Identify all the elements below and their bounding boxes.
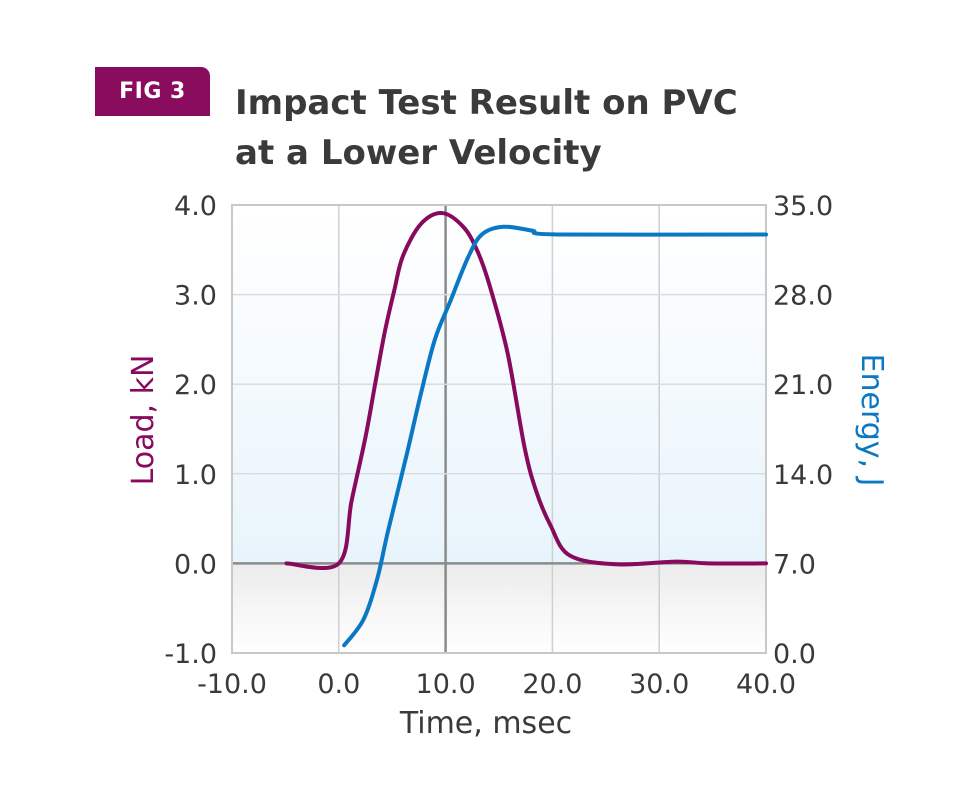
- figure-badge: FIG 3: [95, 67, 210, 116]
- y2-tick-label: 35.0: [773, 191, 833, 222]
- x-tick-label: 30.0: [629, 669, 689, 700]
- plot-area-below-zero: [232, 563, 766, 653]
- y2-tick-label: 21.0: [773, 370, 833, 401]
- plot-border: [231, 204, 767, 654]
- x-tick-label: 40.0: [736, 669, 796, 700]
- title-line-1: Impact Test Result on PVC: [235, 83, 738, 123]
- y2-tick-label: 28.0: [773, 281, 833, 312]
- chart-title: Impact Test Result on PVC at a Lower Vel…: [235, 78, 738, 178]
- load-series-line: [284, 211, 768, 570]
- y-tick-label: 0.0: [174, 549, 217, 580]
- y-tick-label: -1.0: [164, 639, 217, 670]
- y2-axis-label-energy: Energy, J: [854, 354, 889, 487]
- y-tick-label: 4.0: [174, 191, 217, 222]
- x-tick-label: 20.0: [522, 669, 582, 700]
- x-tick-label: -10.0: [197, 669, 267, 700]
- y2-tick-label: 14.0: [773, 460, 833, 491]
- title-line-2: at a Lower Velocity: [235, 133, 602, 173]
- y2-tick-label: 7.0: [773, 549, 816, 580]
- x-axis-label: Time, msec: [399, 706, 572, 741]
- energy-series-line: [342, 224, 768, 648]
- x-tick-label: 10.0: [416, 669, 476, 700]
- y2-tick-label: 0.0: [773, 639, 816, 670]
- x-tick-label: 0.0: [317, 669, 360, 700]
- y-tick-label: 3.0: [174, 281, 217, 312]
- y-axis-label-load: Load, kN: [126, 355, 161, 486]
- y-tick-label: 1.0: [174, 460, 217, 491]
- y-tick-label: 2.0: [174, 370, 217, 401]
